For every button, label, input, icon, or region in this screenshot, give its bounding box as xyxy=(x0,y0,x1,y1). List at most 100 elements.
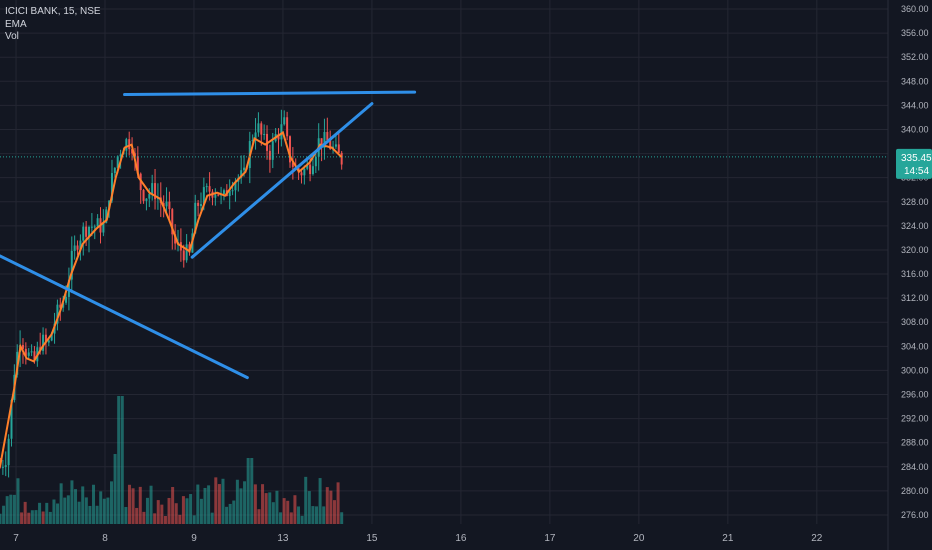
candle-body xyxy=(168,201,171,210)
volume-bar xyxy=(228,503,232,524)
volume-bar xyxy=(99,491,103,524)
volume-bar xyxy=(113,454,117,524)
volume-bar xyxy=(27,512,31,524)
candle xyxy=(1,459,4,475)
candle xyxy=(263,124,266,140)
volume-bar xyxy=(163,515,167,524)
volume-bar xyxy=(66,495,70,524)
candle-body xyxy=(291,162,294,167)
price-axis-tick-label: 280.00 xyxy=(901,486,929,496)
volume-bar xyxy=(127,484,131,524)
candle-body xyxy=(199,204,202,206)
candle xyxy=(96,214,99,227)
volume-bar xyxy=(84,497,88,524)
candle xyxy=(154,169,157,210)
volume-bar xyxy=(171,487,175,524)
trendline[interactable] xyxy=(123,90,417,97)
price-axis-tick-label: 316.00 xyxy=(901,269,929,279)
volume-bar xyxy=(275,490,279,524)
candle-body xyxy=(277,134,280,140)
trendlines[interactable] xyxy=(0,90,417,380)
candle-body xyxy=(105,209,108,223)
price-axis-tick-label: 312.00 xyxy=(901,293,929,303)
volume-bar xyxy=(297,506,301,524)
candle xyxy=(288,135,291,168)
price-axis-tick-label: 288.00 xyxy=(901,438,929,448)
time-axis-tick-label: 16 xyxy=(455,533,467,544)
volume-bar xyxy=(304,476,308,524)
symbol-title[interactable]: ICICI BANK, 15, NSE xyxy=(5,6,101,17)
candle-body xyxy=(65,296,68,303)
price-axis-tick-label: 324.00 xyxy=(901,221,929,231)
candle-body xyxy=(30,351,33,353)
volume-indicator-label[interactable]: Vol xyxy=(5,31,19,42)
candle-body xyxy=(260,123,263,135)
candle xyxy=(197,199,200,217)
volume-bar xyxy=(0,513,2,524)
grid xyxy=(0,0,888,524)
volume-bar xyxy=(156,500,160,524)
ema-indicator-label[interactable]: EMA xyxy=(5,18,27,30)
volume-bar xyxy=(74,489,78,524)
candle xyxy=(337,133,340,154)
volume-bar xyxy=(332,500,336,524)
volume-bar xyxy=(340,512,344,524)
volume-bar xyxy=(102,498,106,524)
candle-body xyxy=(288,136,291,163)
volume-bar xyxy=(185,498,189,524)
time-axis-tick-label: 7 xyxy=(13,533,19,544)
trendline[interactable] xyxy=(190,102,374,259)
candle-body xyxy=(271,141,274,160)
candle xyxy=(268,144,271,173)
candle xyxy=(88,225,91,253)
volume-bar xyxy=(192,515,196,524)
candle-body xyxy=(90,226,93,228)
trendline[interactable] xyxy=(0,254,249,380)
price-axis-tick-label: 284.00 xyxy=(901,462,929,472)
volume-bar xyxy=(225,506,229,524)
candle-body xyxy=(268,150,271,160)
candle-body xyxy=(145,198,148,201)
candle-body xyxy=(263,133,266,135)
candle-body xyxy=(93,226,96,228)
volume-bar xyxy=(153,513,157,524)
volume-bar xyxy=(264,493,268,524)
candle xyxy=(340,150,343,170)
candle-body xyxy=(165,201,168,207)
time-axis-tick-label: 13 xyxy=(277,533,289,544)
volume-bar xyxy=(271,502,275,524)
price-axis[interactable]: 360.00356.00352.00348.00344.00340.00336.… xyxy=(901,4,929,520)
price-axis-tick-label: 304.00 xyxy=(901,341,929,351)
candle-body xyxy=(306,164,309,169)
volume-bar xyxy=(88,505,92,524)
candle-body xyxy=(88,226,91,237)
candle-body xyxy=(286,117,289,137)
volume-bar xyxy=(196,484,200,524)
candle xyxy=(311,156,314,176)
price-axis-tick-label: 308.00 xyxy=(901,317,929,327)
candle-body xyxy=(243,167,246,171)
time-axis[interactable]: 7 8 9 13 15 16 17 20 21 22 xyxy=(13,533,823,544)
volume-bar xyxy=(336,482,340,524)
volume-bar xyxy=(45,502,49,524)
volume-bar xyxy=(293,495,297,524)
volume-bar xyxy=(314,506,318,524)
candle xyxy=(314,152,317,173)
volume-bar xyxy=(178,514,182,524)
volume-bar xyxy=(38,502,42,524)
candle xyxy=(214,188,217,206)
price-axis-tick-label: 292.00 xyxy=(901,414,929,424)
candle xyxy=(254,118,257,150)
volume-bar xyxy=(253,484,257,524)
candle xyxy=(334,135,337,149)
candle-body xyxy=(194,202,197,234)
candle xyxy=(7,434,10,478)
candle-body xyxy=(21,345,24,349)
price-axis-tick-label: 348.00 xyxy=(901,76,929,86)
volume-bar xyxy=(322,506,326,524)
time-axis-tick-label: 17 xyxy=(544,533,556,544)
candle-body xyxy=(340,152,343,165)
last-price-badge: 335.45 14:54 xyxy=(896,148,932,179)
